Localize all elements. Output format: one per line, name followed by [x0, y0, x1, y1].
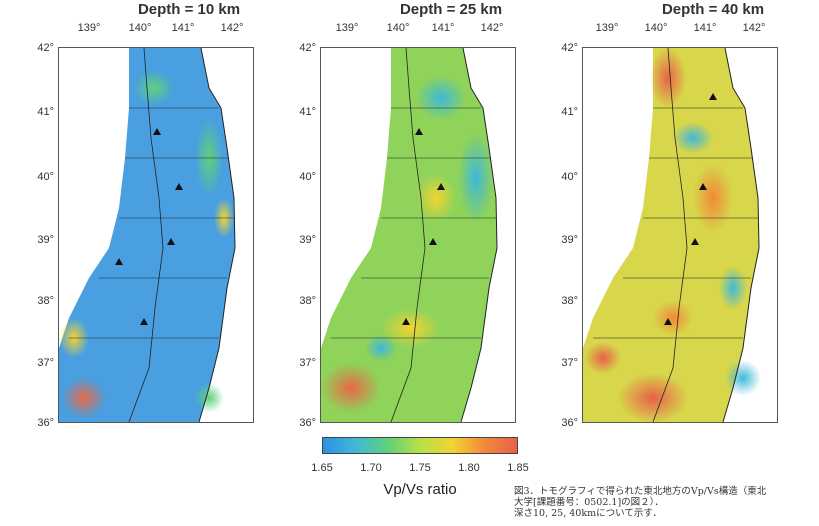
map-panel-10km: Depth = 10 km 139° 140° 141° 142° — [37, 0, 320, 430]
land-area — [59, 48, 235, 422]
lat-tick: 37° — [37, 357, 54, 369]
lat-tick: 41° — [299, 106, 316, 118]
volcano-icon — [153, 128, 161, 135]
high-ratio-zone — [653, 300, 693, 336]
caption-line: 大学[課題番号：0502.1]の図２）． — [514, 497, 664, 508]
lon-tick: 139° — [595, 22, 619, 34]
prefecture-boundary — [128, 48, 164, 422]
high-ratio-zone — [618, 373, 688, 422]
colorbar-tick: 1.80 — [458, 462, 480, 474]
lat-tick: 42° — [299, 42, 316, 54]
volcano-icon — [115, 258, 123, 265]
panel-title: Depth = 25 km — [399, 1, 503, 18]
lon-tick: 140° — [644, 22, 668, 34]
colorbar-gradient — [322, 437, 518, 454]
lon-tick: 140° — [128, 22, 152, 34]
map-panel-40km: Depth = 40 km 139° 140° 141° 142° — [561, 0, 819, 430]
volcano-icon — [691, 238, 699, 245]
volcano-icon — [437, 183, 445, 190]
lon-tick: 142° — [742, 22, 766, 34]
colorbar-tick: 1.70 — [360, 462, 382, 474]
lon-tick: 142° — [480, 22, 504, 34]
tomography-map — [58, 47, 254, 423]
vpvs-map-25km — [321, 48, 498, 422]
lat-tick: 42° — [37, 42, 54, 54]
vpvs-map-40km — [583, 48, 761, 422]
low-ratio-zone — [458, 133, 494, 223]
lat-tick: 39° — [37, 234, 54, 246]
grid-line — [593, 107, 758, 339]
volcano-icon — [167, 238, 175, 245]
colorbar-tick: 1.85 — [507, 462, 529, 474]
high-ratio-zone — [321, 363, 381, 413]
volcano-icon — [699, 183, 707, 190]
lon-tick: 142° — [220, 22, 244, 34]
lat-tick: 38° — [561, 295, 578, 307]
lat-tick: 38° — [37, 295, 54, 307]
prefecture-boundary — [652, 48, 688, 422]
low-ratio-zone — [673, 122, 713, 154]
coastline — [198, 48, 236, 422]
tomography-map — [320, 47, 516, 423]
lat-tick: 38° — [299, 295, 316, 307]
volcano-icon — [175, 183, 183, 190]
volcano-icon — [429, 238, 437, 245]
coastline — [722, 48, 760, 422]
caption-line: 深さ10, 25, 40kmについて示す． — [514, 508, 662, 519]
volcano-icon — [140, 318, 148, 325]
high-ratio-zone — [62, 378, 106, 418]
lat-tick: 36° — [37, 417, 54, 429]
volcano-icon — [415, 128, 423, 135]
lat-tick: 40° — [37, 171, 54, 183]
lat-tick: 40° — [299, 171, 316, 183]
lon-tick: 141° — [431, 22, 455, 34]
moderate-ratio-zone — [194, 383, 224, 413]
moderate-ratio-zone — [416, 173, 456, 223]
volcano-icon — [709, 93, 717, 100]
lat-tick: 41° — [561, 106, 578, 118]
volcano-icon — [402, 318, 410, 325]
grid-line — [331, 107, 496, 339]
moderate-ratio-zone — [134, 70, 174, 106]
lat-tick: 39° — [299, 234, 316, 246]
lat-tick: 39° — [561, 234, 578, 246]
lat-tick: 36° — [299, 417, 316, 429]
coastline — [460, 48, 498, 422]
low-ratio-zone — [725, 360, 761, 396]
lon-tick: 140° — [386, 22, 410, 34]
land-area — [583, 48, 759, 422]
high-ratio-zone — [693, 163, 733, 233]
map-panel-25km: Depth = 25 km 139° 140° 141° 142° 4 — [299, 0, 582, 430]
lat-tick: 41° — [37, 106, 54, 118]
lat-tick: 37° — [561, 357, 578, 369]
colorbar-tick: 1.75 — [409, 462, 431, 474]
figure-caption: 図3．トモグラフィで得られた東北地方のVp/Vs構造（東北 大学[課題番号：05… — [514, 486, 814, 519]
lon-tick: 141° — [693, 22, 717, 34]
lat-tick: 42° — [561, 42, 578, 54]
panel-title: Depth = 40 km — [661, 1, 765, 18]
vpvs-map-10km — [59, 48, 236, 422]
low-ratio-zone — [365, 334, 397, 362]
colorbar-legend: 1.65 1.70 1.75 1.80 1.85 Vp/Vs ratio — [311, 437, 529, 517]
lat-tick: 36° — [561, 417, 578, 429]
lat-tick: 40° — [561, 171, 578, 183]
lon-tick: 139° — [77, 22, 101, 34]
high-ratio-zone — [585, 342, 621, 374]
high-ratio-zone — [650, 48, 686, 108]
volcano-icon — [664, 318, 672, 325]
tomography-map — [582, 47, 778, 423]
lon-tick: 141° — [171, 22, 195, 34]
low-ratio-zone — [416, 76, 466, 120]
colorbar-tick: 1.65 — [311, 462, 333, 474]
low-ratio-zone — [719, 266, 747, 310]
caption-line: 図3．トモグラフィで得られた東北地方のVp/Vs構造（東北 — [514, 486, 767, 497]
lat-tick: 37° — [299, 357, 316, 369]
grid-line — [69, 107, 234, 339]
colorbar-title: Vp/Vs ratio — [383, 481, 457, 498]
panel-title: Depth = 10 km — [137, 1, 241, 18]
land-area — [321, 48, 497, 422]
prefecture-boundary — [390, 48, 426, 422]
lon-tick: 139° — [335, 22, 359, 34]
